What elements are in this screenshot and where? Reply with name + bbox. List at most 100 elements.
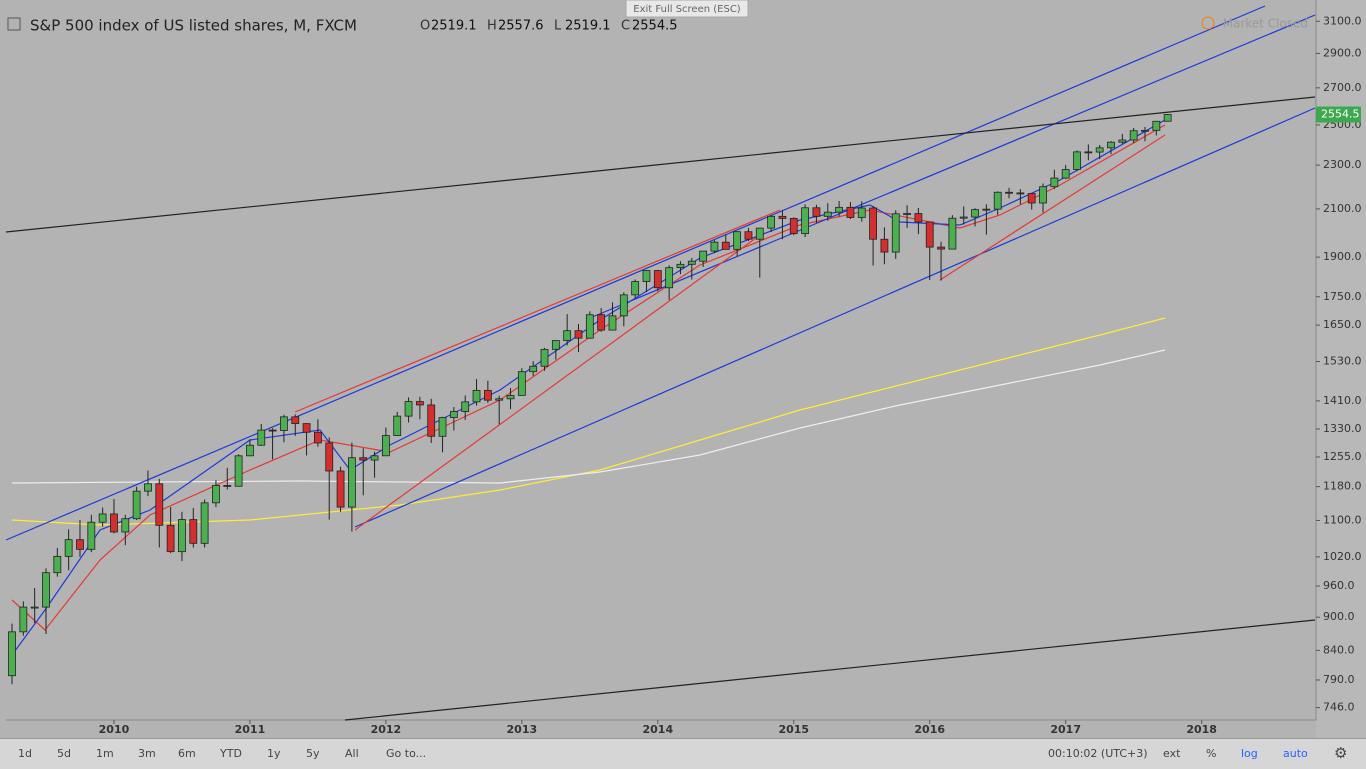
candle-body bbox=[449, 411, 458, 418]
candle-body bbox=[472, 389, 481, 403]
candle-body bbox=[98, 513, 107, 523]
candle-body bbox=[1141, 129, 1149, 132]
candle-body bbox=[325, 442, 334, 472]
candle-body bbox=[415, 401, 424, 406]
candle-body bbox=[8, 631, 16, 677]
candle-body bbox=[347, 457, 356, 508]
y-tick-label: 1750.0 bbox=[1323, 290, 1362, 303]
candle-body bbox=[302, 423, 311, 433]
settings-icon[interactable]: ⚙ bbox=[1334, 744, 1348, 762]
collapse-icon[interactable] bbox=[7, 17, 21, 31]
candle-body bbox=[1084, 151, 1093, 154]
candle-body bbox=[404, 401, 413, 417]
x-tick-label: 2010 bbox=[99, 723, 130, 736]
x-tick-label: 2014 bbox=[642, 723, 673, 736]
y-tick-label: 1255.0 bbox=[1323, 450, 1362, 463]
candle-body bbox=[495, 398, 504, 401]
exit-fullscreen-label: Exit Full Screen (ESC) bbox=[633, 4, 741, 15]
candle-body bbox=[110, 513, 118, 533]
candle-body bbox=[166, 524, 175, 553]
ma-blue bbox=[11, 119, 1166, 656]
ohlc-readout: O 2519.1 H 2557.6 L 2519.1 C 2554.5 bbox=[420, 19, 678, 34]
candle-body bbox=[132, 490, 141, 520]
option-button[interactable]: log bbox=[1241, 747, 1258, 760]
candle-body bbox=[178, 519, 186, 553]
market-icon bbox=[1201, 16, 1215, 30]
candle-body bbox=[438, 417, 447, 437]
ohlc-key: H bbox=[487, 19, 497, 34]
y-tick-label: 746.0 bbox=[1323, 701, 1355, 714]
candle-body bbox=[314, 431, 322, 444]
range-button[interactable]: 1m bbox=[96, 747, 114, 760]
candle-body bbox=[257, 429, 266, 446]
range-button[interactable]: 1d bbox=[18, 747, 32, 760]
range-button[interactable]: 5d bbox=[57, 747, 71, 760]
candle-body bbox=[574, 330, 583, 339]
range-button[interactable]: 5y bbox=[306, 747, 320, 760]
candle-body bbox=[699, 250, 708, 262]
candle-body bbox=[676, 263, 685, 269]
candle-body bbox=[1073, 151, 1081, 170]
candle-body bbox=[212, 485, 220, 504]
chart: S&P 500 index of US listed shares, M, FX… bbox=[0, 0, 1366, 738]
range-button[interactable]: All bbox=[345, 747, 359, 760]
candle-body bbox=[642, 270, 651, 282]
toolbar: 1d 5d 1m 3m 6m YTD 1y 5y All Go to... 00… bbox=[0, 738, 1366, 769]
y-tick-label: 900.0 bbox=[1323, 610, 1355, 623]
y-tick-label: 1900.0 bbox=[1323, 250, 1362, 263]
market-status: Market Closed bbox=[1223, 17, 1308, 31]
candle-body bbox=[959, 216, 968, 219]
candle-body bbox=[880, 238, 889, 253]
candle-body bbox=[903, 213, 911, 215]
trend-black bbox=[344, 619, 1316, 721]
candle-body bbox=[155, 483, 164, 526]
goto-button[interactable]: Go to... bbox=[386, 747, 427, 760]
candle-body bbox=[619, 294, 628, 317]
candle-body bbox=[846, 206, 855, 218]
candle-body bbox=[687, 260, 696, 265]
candle-body bbox=[529, 365, 538, 373]
trend-red bbox=[354, 234, 761, 531]
option-button[interactable]: ext bbox=[1163, 747, 1181, 760]
y-tick-label: 2900.0 bbox=[1323, 46, 1362, 59]
candle-body bbox=[925, 221, 934, 248]
exit-fullscreen[interactable] bbox=[625, 0, 749, 18]
range-button[interactable]: 1y bbox=[267, 747, 281, 760]
range-button[interactable]: 3m bbox=[138, 747, 156, 760]
trend-blue bbox=[5, 5, 1266, 541]
ohlc-value: 2519.1 bbox=[565, 19, 611, 34]
candle-body bbox=[64, 539, 73, 557]
candle-body bbox=[121, 518, 130, 533]
range-button[interactable]: 6m bbox=[178, 747, 196, 760]
y-tick-label: 1650.0 bbox=[1323, 318, 1362, 331]
candle-body bbox=[801, 207, 809, 235]
option-button[interactable]: auto bbox=[1283, 747, 1308, 760]
y-tick-label: 2700.0 bbox=[1323, 81, 1362, 94]
ohlc-key: C bbox=[621, 19, 630, 34]
candle-body bbox=[744, 231, 753, 240]
x-tick-label: 2013 bbox=[507, 723, 538, 736]
candle-body bbox=[517, 371, 526, 396]
ohlc-key: O bbox=[420, 19, 430, 34]
indicators bbox=[5, 5, 1316, 721]
chart-title: S&P 500 index of US listed shares, M, FX… bbox=[30, 17, 357, 35]
y-tick-label: 2100.0 bbox=[1323, 202, 1362, 215]
candle-body bbox=[1152, 120, 1161, 131]
candle-body bbox=[427, 404, 436, 437]
candle-body bbox=[280, 416, 288, 431]
ohlc-key: L bbox=[554, 19, 562, 34]
y-tick-label: 3100.0 bbox=[1323, 14, 1362, 27]
ohlc-value: 2519.1 bbox=[431, 19, 477, 34]
candle-body bbox=[1095, 147, 1104, 153]
candle-body bbox=[234, 455, 243, 487]
candle-body bbox=[370, 455, 379, 461]
range-button[interactable]: YTD bbox=[220, 747, 242, 760]
candle-body bbox=[789, 218, 798, 235]
candle-body bbox=[483, 389, 492, 401]
option-button[interactable]: % bbox=[1206, 747, 1217, 760]
y-tick-label: 1020.0 bbox=[1323, 550, 1362, 563]
plot-background bbox=[0, 0, 1366, 738]
ma-white bbox=[11, 349, 1166, 484]
candle-body bbox=[1027, 193, 1036, 204]
candle-body bbox=[87, 521, 96, 550]
